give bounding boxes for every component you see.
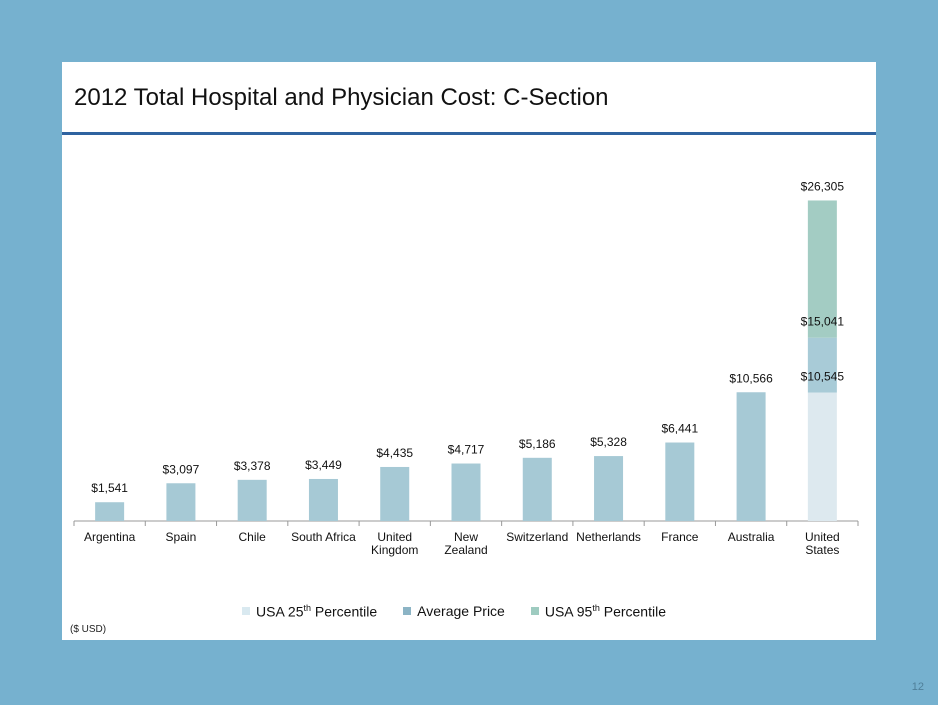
bar-usa-25th-percentile [807,392,837,521]
value-label-switzerland: $5,186 [519,437,556,451]
category-label-united-kingdom: United [377,530,412,544]
page-number: 12 [911,681,924,693]
bar-chile [237,479,267,521]
legend-label-usa-95th: USA 95th Percentile [544,603,666,620]
slide: 2012 Total Hospital and Physician Cost: … [62,62,876,640]
bar-south-africa [308,478,338,521]
value-label-usa-95th: $26,305 [801,179,845,193]
legend-item-usa-95th: USA 95th Percentile [530,603,666,620]
chart-legend: USA 25th Percentile Average Price USA 95… [242,603,666,620]
bar-spain [166,483,196,521]
category-label-south-africa: South Africa [291,530,356,544]
value-label-france: $6,441 [661,422,698,436]
category-label-chile: Chile [239,530,267,544]
bar-australia [736,392,766,521]
legend-item-average: Average Price [403,603,505,620]
value-label-usa-average: $15,041 [801,315,845,329]
category-label-united-states: United [805,530,840,544]
category-label-new-zealand: Zealand [444,543,487,557]
value-label-netherlands: $5,328 [590,435,627,449]
legend-item-usa-25th: USA 25th Percentile [242,603,377,620]
category-label-new-zealand: New [454,530,478,544]
category-label-united-states: States [805,543,839,557]
category-label-spain: Spain [166,530,197,544]
bar-new-zealand [451,463,481,521]
bar-chart: $1,541 Argentina $3,097 Spain $3,378 Chile $3,… [73,179,859,557]
legend-swatch-average [403,607,412,616]
currency-note: ($ USD) [70,624,107,635]
bar-united-kingdom [380,466,410,521]
legend-swatch-usa-25th [242,607,250,616]
category-label-argentina: Argentina [84,530,136,544]
value-label-united-kingdom: $4,435 [376,446,413,460]
value-label-south-africa: $3,449 [305,458,342,472]
value-label-australia: $10,566 [729,371,773,385]
value-label-chile: $3,378 [234,459,271,473]
bar-netherlands [594,456,624,521]
category-label-netherlands: Netherlands [576,530,641,544]
legend-label-average: Average Price [417,603,505,620]
category-label-switzerland: Switzerland [506,530,568,544]
title-divider [62,132,876,135]
bar-france [665,442,695,521]
bar-usa-average [807,337,837,393]
category-label-united-kingdom: Kingdom [371,543,418,557]
value-label-new-zealand: $4,717 [448,443,485,457]
bar-switzerland [522,457,552,521]
bar-argentina [95,502,125,521]
slide-title: 2012 Total Hospital and Physician Cost: … [74,84,609,111]
value-label-spain: $3,097 [163,462,200,476]
category-label-australia: Australia [728,530,775,544]
legend-label-usa-25th: USA 25th Percentile [256,603,378,620]
legend-swatch-usa-95th [530,607,539,616]
value-label-argentina: $1,541 [91,481,128,495]
bar-usa-95th-percentile [807,200,837,338]
value-label-usa-25th: $10,545 [801,370,845,384]
category-label-france: France [661,530,699,544]
